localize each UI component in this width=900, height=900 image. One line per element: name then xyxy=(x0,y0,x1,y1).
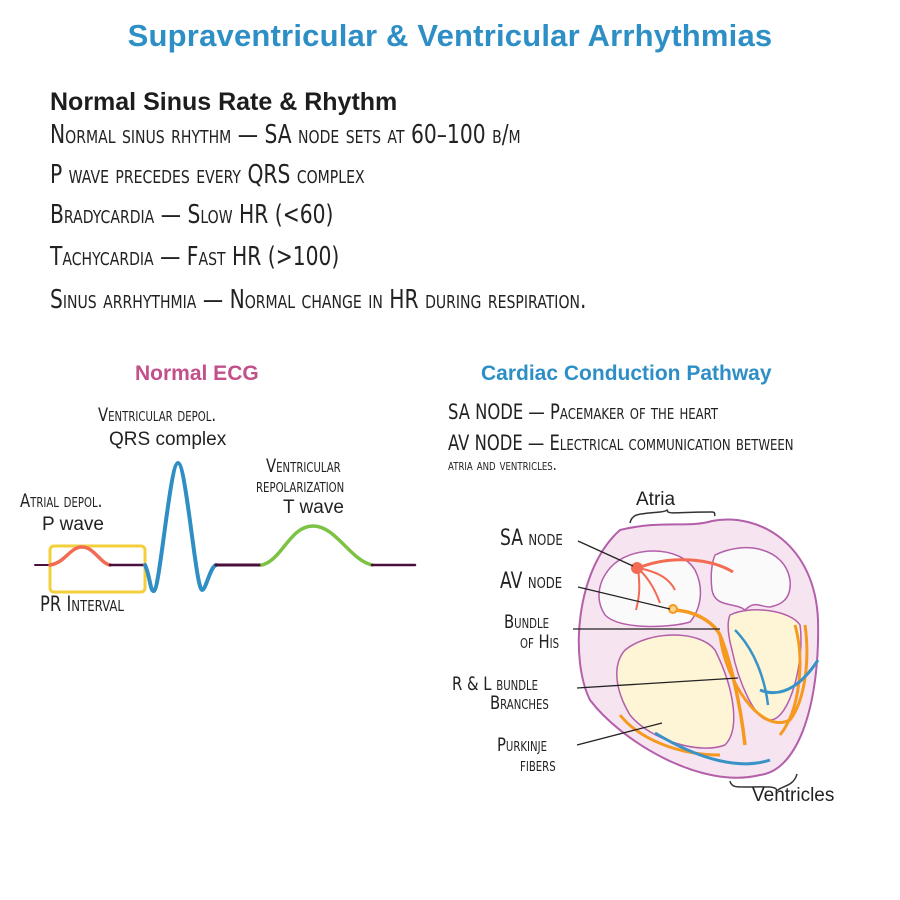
av-node-label: AV node xyxy=(500,569,563,594)
bundle-branch-right xyxy=(718,624,809,724)
conduction-heading: Cardiac Conduction Pathway xyxy=(481,362,772,385)
conduction-line-sa: SA NODE — Pacemaker of the heart xyxy=(448,400,719,424)
section-heading-normal-sinus: Normal Sinus Rate & Rhythm xyxy=(50,88,398,116)
line-p-wave: P wave precedes every QRS complex xyxy=(50,160,365,190)
sa-to-la-arrow xyxy=(637,558,734,574)
line-bradycardia: Bradycardia — Slow HR (<60) xyxy=(50,200,334,230)
line-normal-sinus-rhythm: Normal sinus rhythm — SA node sets at 60… xyxy=(50,120,521,150)
line-tachycardia: Tachycardia — Fast HR (>100) xyxy=(50,242,340,272)
t-title-1: Ventricular xyxy=(266,455,341,477)
qrs-complex xyxy=(143,460,218,593)
purkinje-label-2: fibers xyxy=(520,754,556,776)
p-sub: P wave xyxy=(42,514,104,535)
conduction-arrow-right xyxy=(654,731,771,766)
purkinje-label-1: Purkinje xyxy=(497,734,548,756)
septum-arrow xyxy=(734,629,770,706)
t-wave xyxy=(260,524,374,567)
branches-label-2: Branches xyxy=(490,692,549,714)
sa-node-label: SA node xyxy=(500,526,563,551)
pr-interval-box xyxy=(48,544,147,594)
atria-label: Atria xyxy=(636,489,676,510)
right-ventricle xyxy=(616,634,735,749)
branches-label-1: R & L bundle xyxy=(452,673,539,695)
t-title-2: repolarization xyxy=(256,475,345,497)
av-node-icon xyxy=(668,604,678,614)
left-atrium xyxy=(710,547,791,612)
t-sub: T wave xyxy=(283,497,344,518)
pr-interval-label: PR Interval xyxy=(40,592,124,616)
bundle-his-label-2: of His xyxy=(520,631,560,653)
av-leader xyxy=(577,586,671,610)
ecg-trace xyxy=(34,460,417,594)
line-sinus-arrhythmia: Sinus arrhythmia — Normal change in HR d… xyxy=(50,285,587,315)
conduction-line-av: AV NODE — Electrical communication betwe… xyxy=(448,431,794,455)
bundle-his-label-1: Bundle xyxy=(504,611,550,633)
atria-brace xyxy=(629,509,716,524)
page-title: Supraventricular & Ventricular Arrhythmi… xyxy=(127,18,773,53)
leader-lines xyxy=(573,540,739,746)
branches-leader xyxy=(576,677,739,689)
ventricles-brace xyxy=(729,773,798,792)
p-title: Atrial depol. xyxy=(20,490,103,512)
heart-diagram xyxy=(573,509,820,792)
p-wave xyxy=(48,545,112,567)
conduction-line-av-cont: atria and ventricles. xyxy=(448,455,557,474)
sa-leader xyxy=(577,540,634,567)
sa-node-icon xyxy=(631,562,643,574)
qrs-sub: QRS complex xyxy=(109,429,227,450)
ecg-heading: Normal ECG xyxy=(135,362,259,385)
ventricles-label: Ventricles xyxy=(752,785,835,806)
purkinje-leader xyxy=(576,722,663,746)
qrs-title: Ventricular depol. xyxy=(98,404,217,426)
